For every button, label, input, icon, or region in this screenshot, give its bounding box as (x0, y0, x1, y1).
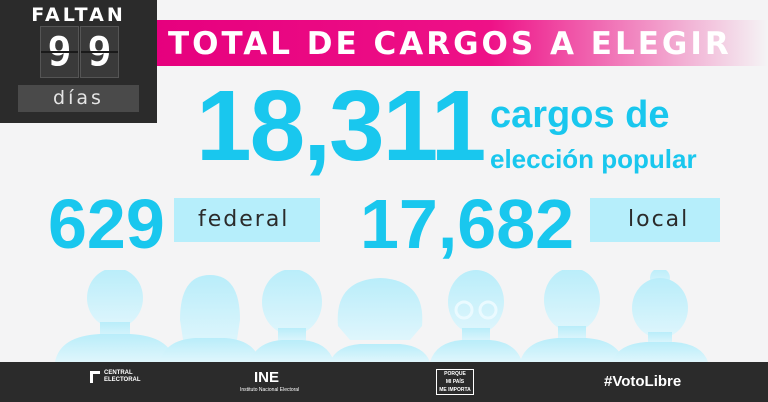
footer-bar: CENTRAL ELECTORAL INE Instituto Nacional… (0, 362, 768, 402)
federal-number: 629 (48, 185, 165, 263)
title-banner: TOTAL DE CARGOS A ELEGIR (150, 20, 768, 66)
total-number: 18,311 (196, 70, 486, 182)
ine-label: INE (254, 369, 280, 386)
banner-title: TOTAL DE CARGOS A ELEGIR (168, 26, 732, 62)
central-line2: ELECTORAL (104, 377, 141, 383)
countdown-box: FALTAN 9 9 días (0, 0, 157, 123)
countdown-digit-2: 9 (80, 26, 119, 78)
federal-label: federal (174, 198, 320, 242)
hashtag: #VotoLibre (604, 373, 682, 390)
ine-logo: INE Instituto Nacional Electoral (240, 369, 299, 393)
porque-mi-pais-logo: PORQUE MI PAÍS ME IMPORTA (436, 369, 474, 395)
porque-line2: MI PAÍS (445, 379, 465, 385)
countdown-digit-1: 9 (40, 26, 79, 78)
local-label: local (590, 198, 720, 242)
countdown-unit: días (18, 85, 139, 112)
total-label-line2: elección popular (490, 144, 697, 174)
central-electoral-logo: CENTRAL ELECTORAL (90, 370, 141, 384)
total-label-line1: cargos de (490, 94, 670, 136)
porque-line3: ME IMPORTA (439, 387, 471, 393)
local-number: 17,682 (360, 185, 575, 263)
countdown-label: FALTAN (31, 4, 126, 26)
ine-sublabel: Instituto Nacional Electoral (240, 387, 300, 393)
porque-line1: PORQUE (444, 371, 466, 377)
central-line1: CENTRAL (104, 370, 133, 376)
people-illustration (55, 270, 708, 362)
